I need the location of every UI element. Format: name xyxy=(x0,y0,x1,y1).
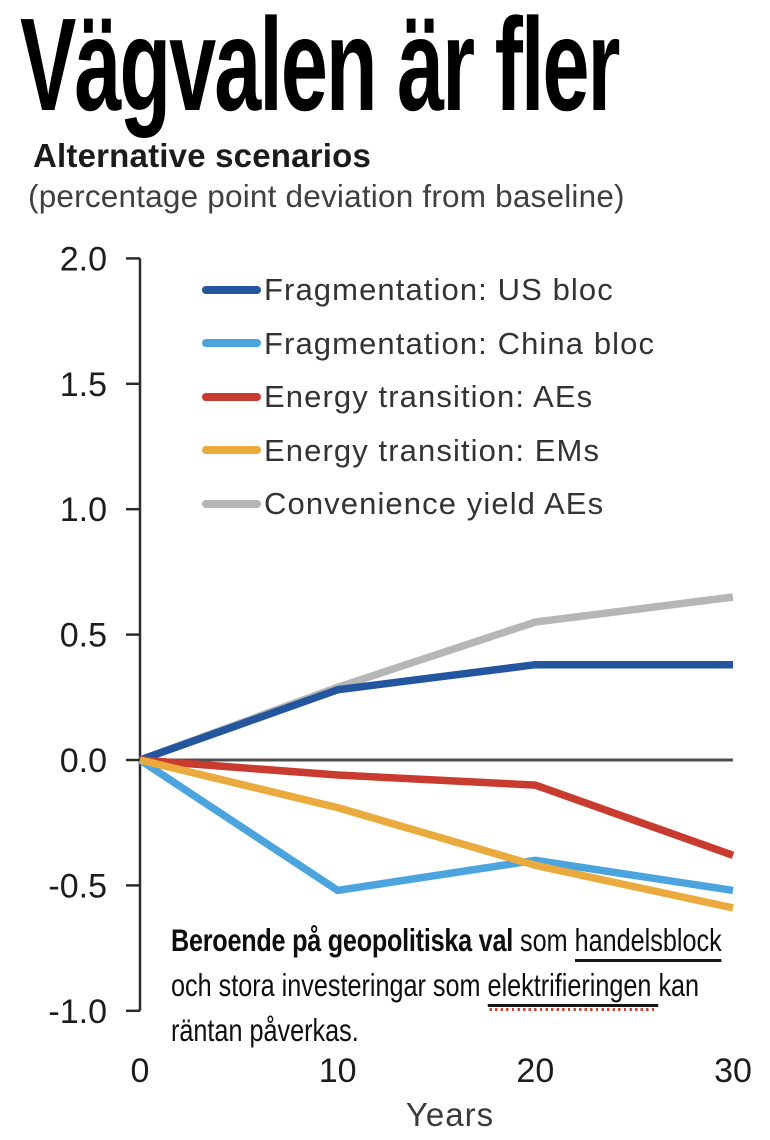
chart-legend: Fragmentation: US bloc Fragmentation: Chi… xyxy=(202,263,655,531)
legend-swatch-icon xyxy=(202,392,261,401)
legend-label: Energy transition: AEs xyxy=(264,379,594,415)
x-axis-title: Years xyxy=(406,1096,494,1133)
x-tick-label: 10 xyxy=(319,1052,357,1090)
legend-label: Fragmentation: US bloc xyxy=(264,272,614,308)
series-line-energy-transition-aes xyxy=(139,756,735,859)
legend-label: Fragmentation: China bloc xyxy=(264,325,656,361)
x-tick-label: 20 xyxy=(516,1052,554,1090)
annotation-segment: handelsblock xyxy=(574,922,722,962)
legend-item-energy-transition-ems: Energy transition: EMs xyxy=(202,424,655,478)
y-tick-label: 0.0 xyxy=(60,742,107,780)
legend-item-convenience-yield-aes: Convenience yield AEs xyxy=(202,477,655,531)
legend-swatch-icon xyxy=(202,446,261,455)
legend-item-fragmentation-china-bloc: Fragmentation: China bloc xyxy=(202,317,655,371)
x-tick-label: 0 xyxy=(131,1052,150,1090)
legend-swatch-icon xyxy=(202,339,261,348)
chart-title: Alternative scenarios xyxy=(33,137,372,174)
annotation-segment: Beroende på geopolitiska val xyxy=(171,922,513,958)
legend-label: Convenience yield AEs xyxy=(264,486,605,522)
legend-swatch-icon xyxy=(202,285,261,294)
annotation-text: Beroende på geopolitiska val som handels… xyxy=(171,918,747,1053)
annotation-segment: elektrifieringen xyxy=(487,967,659,1007)
annotation-segment: kan xyxy=(658,967,700,1003)
page-title: Vägvalen är fler xyxy=(20,0,620,138)
legend-label: Energy transition: EMs xyxy=(264,432,601,468)
x-tick-label: 30 xyxy=(714,1052,752,1090)
chart-subtitle: (percentage point deviation from baselin… xyxy=(28,178,625,214)
y-tick-label: 1.5 xyxy=(60,366,107,404)
y-tick-label: 2.0 xyxy=(60,240,107,278)
legend-swatch-icon xyxy=(202,499,261,508)
series-line-fragmentation-china-bloc xyxy=(137,756,734,895)
series-line-energy-transition-ems xyxy=(139,756,734,912)
annotation-segment: som xyxy=(512,922,575,958)
legend-item-fragmentation-us-bloc: Fragmentation: US bloc xyxy=(202,263,655,317)
y-tick-label: -1.0 xyxy=(48,993,107,1031)
y-tick-label: -0.5 xyxy=(48,867,107,905)
legend-item-energy-transition-aes: Energy transition: AEs xyxy=(202,370,655,424)
annotation-segment: och stora investeringar som xyxy=(171,967,488,1003)
annotation-segment: räntan påverkas. xyxy=(171,1012,359,1048)
series-line-fragmentation-us-bloc xyxy=(138,660,733,764)
y-tick-label: 1.0 xyxy=(60,491,107,529)
y-tick-label: 0.5 xyxy=(60,617,107,655)
